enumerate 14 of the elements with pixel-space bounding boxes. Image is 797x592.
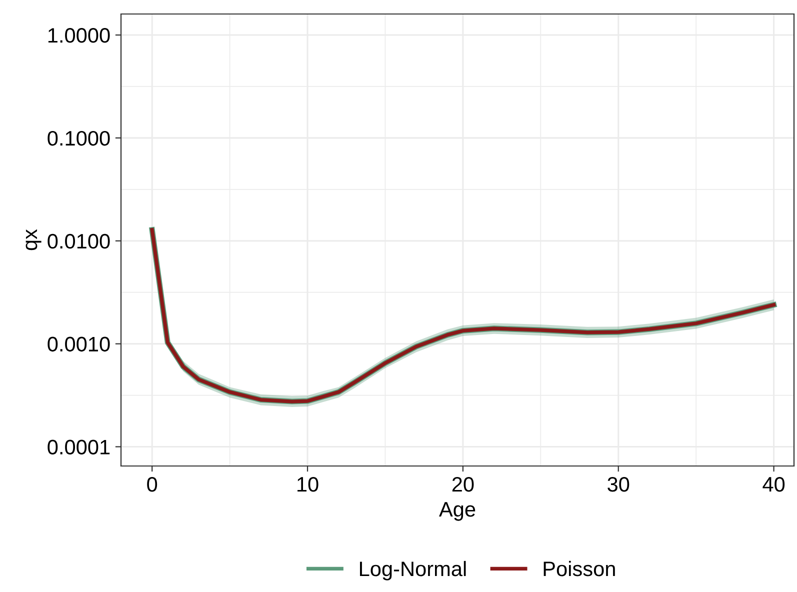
x-tick-label: 10 [298, 476, 318, 492]
x-tick-label: 40 [762, 476, 785, 492]
legend-label: Log-Normal [360, 560, 466, 580]
y-tick-label: 0.0100 [48, 234, 110, 249]
x-tick-label: 30 [608, 476, 630, 492]
y-tick-label: 0.0010 [48, 336, 110, 352]
x-tick-label: 20 [452, 476, 474, 492]
y-axis-title: qx [26, 229, 42, 250]
x-axis-title: Age [439, 502, 476, 521]
x-tick-label: 0 [147, 476, 158, 492]
y-tick-label: 1.0000 [48, 28, 110, 43]
y-tick-label: 0.1000 [48, 130, 110, 146]
y-tick-label: 0.0001 [48, 440, 110, 454]
legend-label: Poisson [544, 560, 615, 576]
